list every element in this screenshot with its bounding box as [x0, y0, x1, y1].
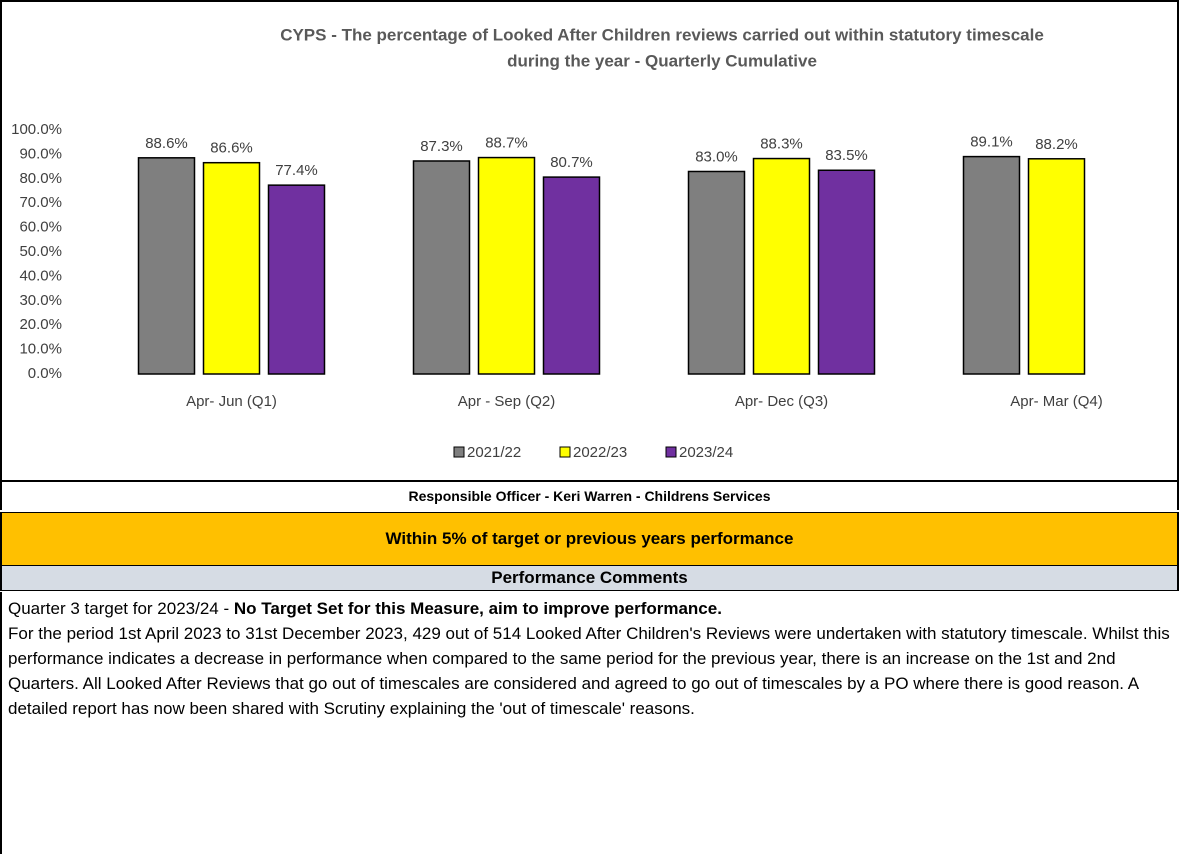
y-tick-label: 10.0%	[19, 341, 62, 358]
data-label: 83.5%	[825, 147, 868, 164]
y-tick-label: 20.0%	[19, 316, 62, 333]
x-tick-label: Apr- Dec (Q3)	[735, 393, 828, 410]
y-tick-label: 0.0%	[28, 365, 62, 382]
y-tick-label: 80.0%	[19, 170, 62, 187]
bar	[752, 157, 811, 375]
legend-swatch	[559, 446, 571, 458]
chart: CYPS - The percentage of Looked After Ch…	[11, 25, 1103, 461]
comments-body: For the period 1st April 2023 to 31st De…	[8, 624, 1170, 718]
bar	[687, 170, 746, 375]
y-tick-label: 60.0%	[19, 219, 62, 236]
bar	[1027, 158, 1086, 375]
data-label: 77.4%	[275, 162, 318, 179]
x-tick-label: Apr- Mar (Q4)	[1010, 393, 1103, 410]
data-label: 88.3%	[760, 136, 803, 153]
comments: Quarter 3 target for 2023/24 - No Target…	[0, 592, 1177, 854]
x-tick-label: Apr - Sep (Q2)	[458, 393, 556, 410]
y-tick-label: 40.0%	[19, 267, 62, 284]
legend-swatch	[665, 446, 677, 458]
comments-heading: Performance Comments	[0, 566, 1179, 591]
target-intro: Quarter 3 target for 2023/24 -	[8, 599, 230, 618]
target-line: Quarter 3 target for 2023/24 - No Target…	[8, 596, 1171, 621]
y-tick-label: 50.0%	[19, 243, 62, 260]
y-tick-label: 100.0%	[11, 121, 62, 138]
legend-label: 2021/22	[467, 444, 521, 461]
data-label: 80.7%	[550, 154, 593, 171]
bar	[542, 176, 601, 375]
chart-title: during the year - Quarterly Cumulative	[507, 51, 817, 70]
data-label: 86.6%	[210, 140, 253, 157]
bar	[817, 169, 876, 375]
y-tick-label: 70.0%	[19, 194, 62, 211]
data-label: 88.2%	[1035, 136, 1078, 153]
y-tick-label: 30.0%	[19, 292, 62, 309]
legend-swatch	[453, 446, 465, 458]
data-label: 83.0%	[695, 148, 738, 165]
chart-panel: CYPS - The percentage of Looked After Ch…	[0, 0, 1179, 482]
data-label: 87.3%	[420, 138, 463, 155]
bar	[477, 156, 536, 375]
bar	[267, 184, 326, 375]
status: Within 5% of target or previous years pe…	[0, 512, 1179, 566]
legend-label: 2022/23	[573, 444, 627, 461]
bar	[137, 157, 196, 375]
responsible-officer: Responsible Officer - Keri Warren - Chil…	[0, 482, 1179, 510]
x-tick-label: Apr- Jun (Q1)	[186, 393, 277, 410]
bar	[962, 155, 1021, 375]
data-label: 89.1%	[970, 134, 1013, 151]
chart-title: CYPS - The percentage of Looked After Ch…	[280, 25, 1044, 44]
target-bold: No Target Set for this Measure, aim to i…	[233, 599, 722, 618]
data-label: 88.7%	[485, 135, 528, 152]
data-label: 88.6%	[145, 135, 188, 152]
legend-label: 2023/24	[679, 444, 733, 461]
bar	[202, 161, 261, 375]
bar	[412, 160, 471, 375]
y-tick-label: 90.0%	[19, 145, 62, 162]
